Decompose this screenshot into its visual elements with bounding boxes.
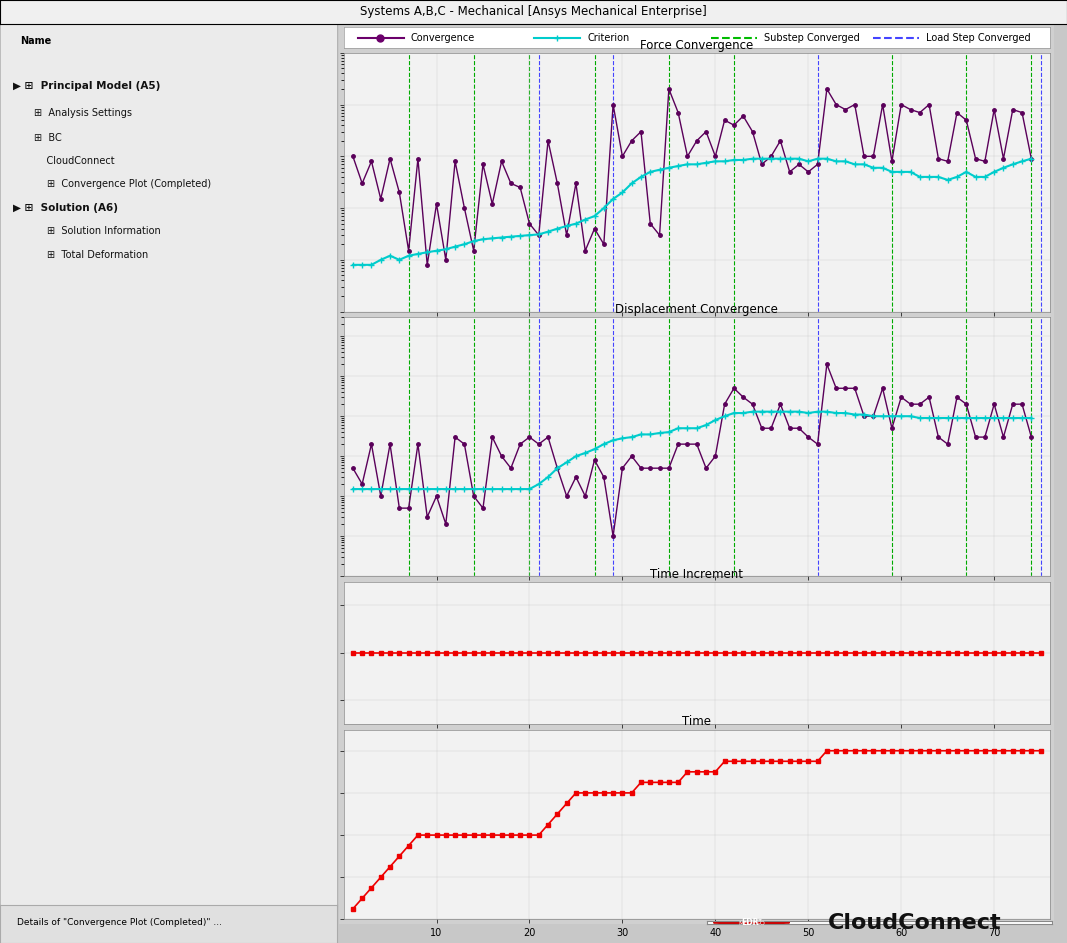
Text: MEDESO: MEDESO [738, 920, 765, 926]
Text: Load Step Converged: Load Step Converged [926, 33, 1031, 42]
Title: Displacement Convergence: Displacement Convergence [616, 303, 778, 316]
Y-axis label: Displacement [m]: Displacement [m] [286, 403, 297, 490]
Text: Criterion: Criterion [587, 33, 630, 42]
Text: ⊞  Solution Information: ⊞ Solution Information [47, 226, 161, 237]
Text: Name: Name [20, 36, 51, 46]
Text: ⊞  BC: ⊞ BC [34, 133, 62, 142]
Text: Details of "Convergence Plot (Completed)" ...: Details of "Convergence Plot (Completed)… [17, 918, 222, 927]
Text: ⊞  Analysis Settings: ⊞ Analysis Settings [34, 108, 131, 118]
Y-axis label: Time [s]: Time [s] [313, 804, 322, 845]
Text: EDRᵀ: EDRᵀ [742, 918, 762, 927]
Text: CloudConnect: CloudConnect [34, 156, 114, 166]
Text: CloudConnect: CloudConnect [828, 913, 1001, 933]
Title: Time Increment: Time Increment [650, 568, 744, 581]
Title: Time: Time [682, 716, 712, 729]
Text: ▶ ⊞  Solution (A6): ▶ ⊞ Solution (A6) [14, 203, 118, 213]
Text: ⊞  Convergence Plot (Completed): ⊞ Convergence Plot (Completed) [47, 179, 211, 190]
Title: Force Convergence: Force Convergence [640, 39, 753, 52]
Text: ▶ ⊞  Principal Model (A5): ▶ ⊞ Principal Model (A5) [14, 81, 161, 91]
Text: Convergence: Convergence [411, 33, 475, 42]
Text: ⊞  Total Deformation: ⊞ Total Deformation [47, 250, 148, 259]
Y-axis label: Time [s]: Time [s] [298, 633, 307, 672]
Y-axis label: Force [N]: Force [N] [287, 160, 297, 205]
Ellipse shape [714, 921, 790, 924]
Text: Systems A,B,C - Mechanical [Ansys Mechanical Enterprise]: Systems A,B,C - Mechanical [Ansys Mechan… [361, 6, 706, 18]
Text: Substep Converged: Substep Converged [764, 33, 860, 42]
